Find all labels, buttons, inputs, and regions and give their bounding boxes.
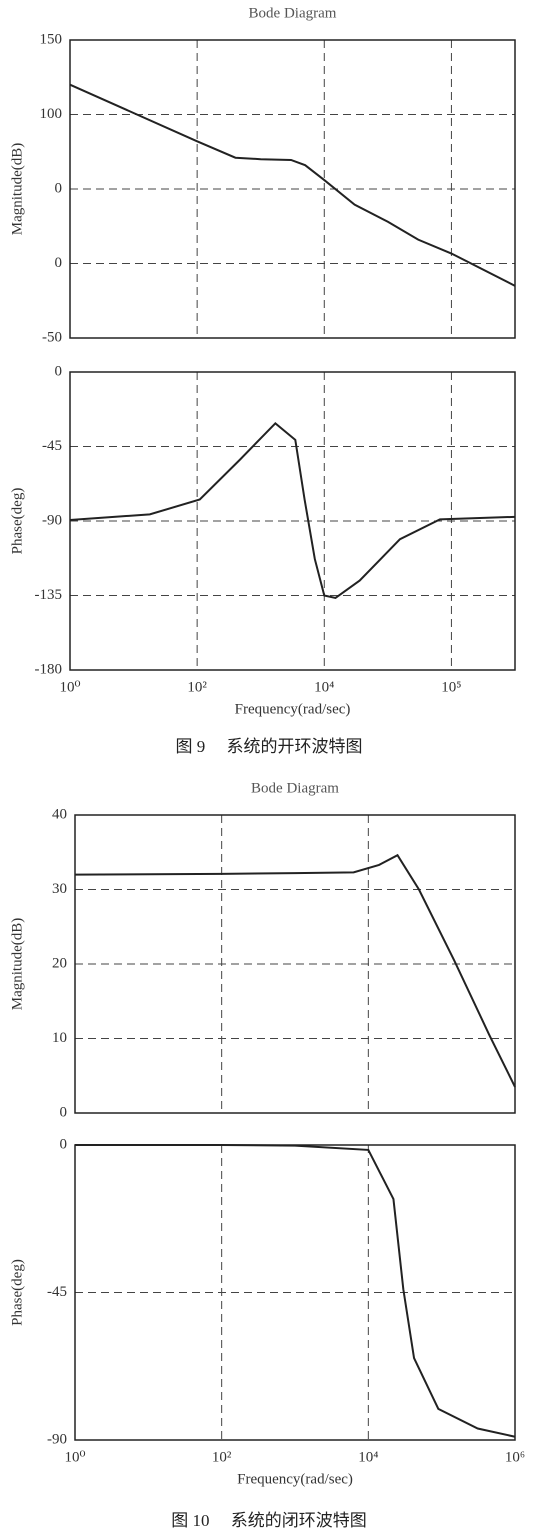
y-axis-label: Phase(deg) xyxy=(9,488,25,555)
y-tick-label: -180 xyxy=(35,661,63,677)
x-tick-label: 10⁶ xyxy=(505,1449,525,1465)
y-tick-label: 40 xyxy=(52,806,67,822)
y-tick-label: -135 xyxy=(35,587,63,603)
data-line xyxy=(75,1144,516,1438)
x-tick-label: 10² xyxy=(212,1449,232,1465)
y-tick-label: 20 xyxy=(52,955,67,971)
chart-title: Bode Diagram xyxy=(251,780,339,796)
x-tick-label: 10⁴ xyxy=(314,679,334,695)
data-line xyxy=(69,421,516,600)
y-tick-label: 150 xyxy=(40,31,63,47)
x-tick-label: 10⁰ xyxy=(59,679,80,695)
y-tick-label: -50 xyxy=(42,329,62,345)
y-tick-label: -45 xyxy=(42,438,62,454)
y-tick-label: -45 xyxy=(47,1284,67,1300)
chart-title: Bode Diagram xyxy=(249,5,337,21)
data-line xyxy=(74,853,516,1088)
figure-caption: 图 10 系统的闭环波特图 xyxy=(171,1511,367,1530)
x-tick-label: 10⁵ xyxy=(441,679,461,695)
plot-frame xyxy=(69,39,516,339)
y-tick-label: 0 xyxy=(55,180,63,196)
y-tick-label: 10 xyxy=(52,1030,67,1046)
figure-caption: 图 9 系统的开环波特图 xyxy=(176,737,363,756)
y-axis-label: Phase(deg) xyxy=(9,1259,25,1326)
data-line xyxy=(69,83,516,287)
y-tick-label: -90 xyxy=(47,1431,67,1447)
x-tick-label: 10² xyxy=(187,679,207,695)
y-tick-label: 30 xyxy=(52,881,67,897)
y-tick-label: 0 xyxy=(60,1136,68,1152)
y-tick-label: -90 xyxy=(42,512,62,528)
y-tick-label: 0 xyxy=(55,255,63,271)
plot-frame xyxy=(69,371,516,671)
x-axis-label: Frequency(rad/sec) xyxy=(237,1471,353,1487)
y-tick-label: 0 xyxy=(60,1104,68,1120)
y-axis-label: Magnitude(dB) xyxy=(9,918,25,1010)
x-axis-label: Frequency(rad/sec) xyxy=(235,701,351,717)
y-tick-label: 100 xyxy=(40,106,63,122)
x-tick-label: 10⁰ xyxy=(64,1449,85,1465)
y-axis-label: Magnitude(dB) xyxy=(9,143,25,235)
plot-frame xyxy=(74,814,516,1114)
y-tick-label: 0 xyxy=(55,363,63,379)
x-tick-label: 10⁴ xyxy=(358,1449,378,1465)
